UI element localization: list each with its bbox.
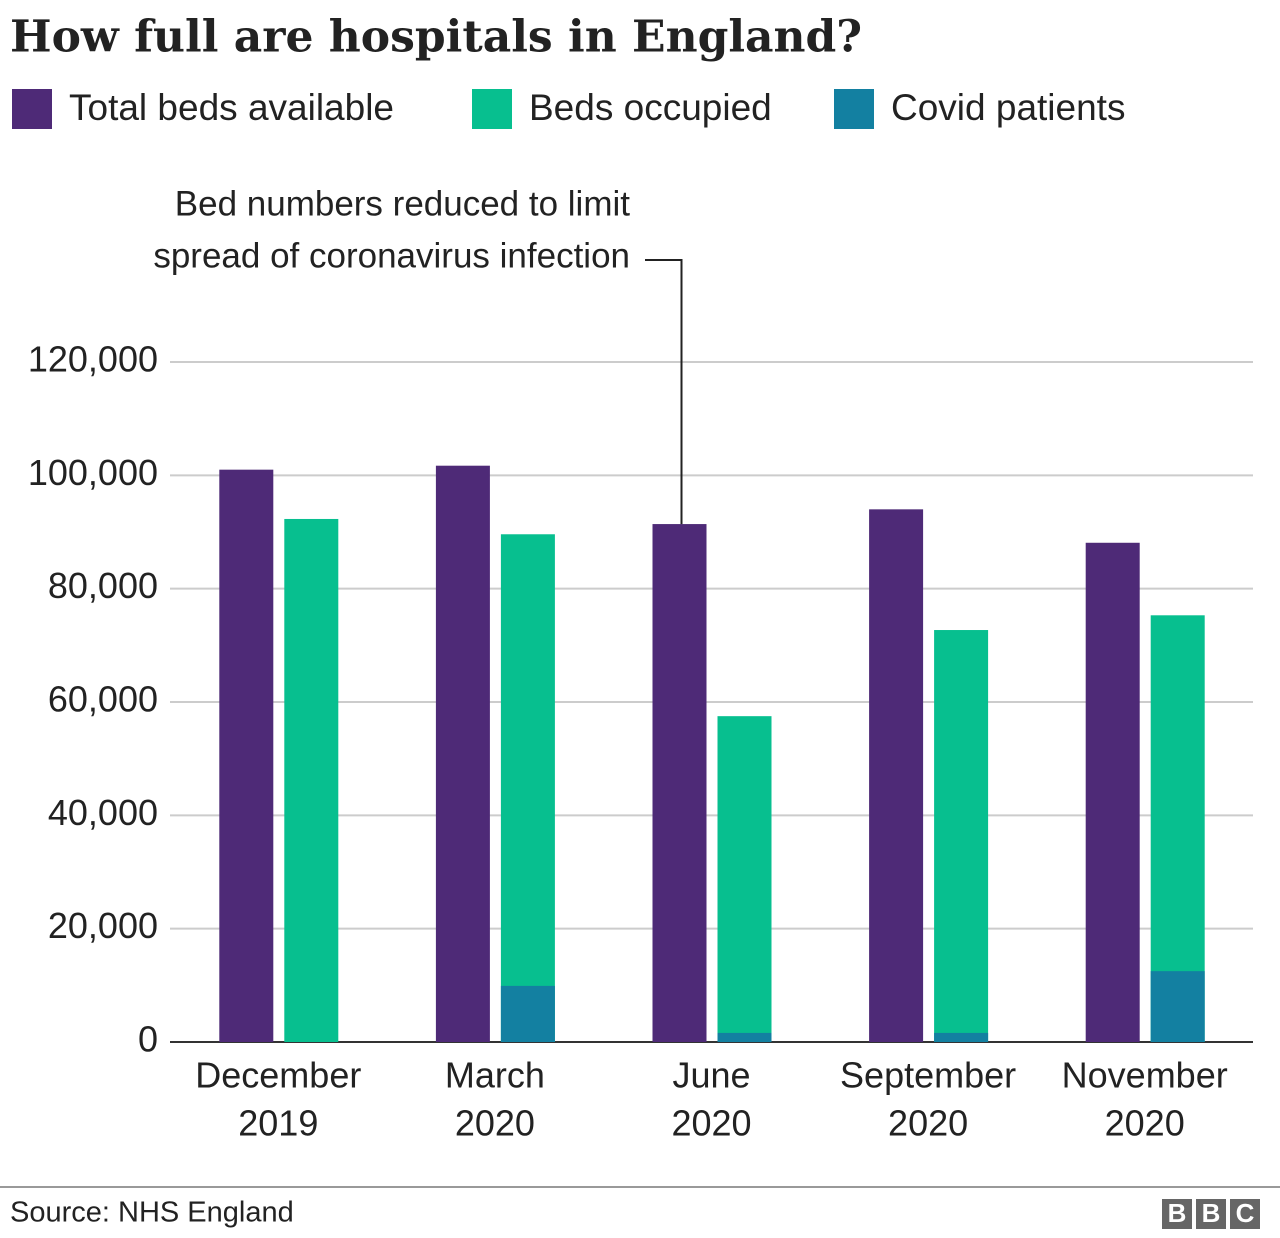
bar: [1085, 542, 1140, 1042]
bar: [652, 524, 707, 1042]
bar: [717, 716, 772, 1042]
y-tick-label: 120,000: [28, 339, 158, 380]
x-tick-label: 2020: [1105, 1103, 1185, 1144]
legend-label: Covid patients: [891, 87, 1125, 128]
bar: [1150, 971, 1205, 1042]
source: Source: NHS England: [10, 1197, 294, 1229]
logo-box: [1230, 1199, 1260, 1229]
x-tick-label: 2019: [238, 1103, 318, 1144]
y-tick-label: 100,000: [28, 452, 158, 493]
bar: [934, 630, 989, 1042]
logo-box: [1162, 1199, 1192, 1229]
legend-swatch: [472, 89, 512, 129]
x-tick-label: March: [445, 1055, 545, 1096]
x-tick-label: December: [195, 1055, 361, 1096]
bar: [219, 469, 274, 1043]
y-tick-label: 40,000: [48, 792, 158, 833]
bar: [435, 465, 490, 1042]
legend-swatch: [834, 89, 874, 129]
x-tick-label: 2020: [888, 1103, 968, 1144]
chart-title: How full are hospitals in England?: [10, 12, 862, 63]
bar: [934, 1032, 989, 1042]
bar: [500, 534, 555, 1042]
annotation: Bed numbers reduced to limit: [175, 184, 630, 223]
y-tick-label: 60,000: [48, 679, 158, 720]
legend-swatch: [12, 89, 52, 129]
logo-letter: B: [1168, 1198, 1187, 1228]
y-tick-label: 0: [138, 1019, 158, 1060]
legend-label: Beds occupied: [529, 87, 772, 128]
x-tick-label: June: [672, 1055, 750, 1096]
y-tick-label: 20,000: [48, 905, 158, 946]
annotation: spread of coronavirus infection: [153, 236, 630, 275]
logo-letter: C: [1236, 1198, 1255, 1228]
x-tick-label: 2020: [455, 1103, 535, 1144]
bar: [500, 985, 555, 1042]
bar: [869, 509, 924, 1042]
logo-box: [1196, 1199, 1226, 1229]
y-tick-label: 80,000: [48, 565, 158, 606]
bar: [284, 518, 339, 1042]
annotation-line: [645, 259, 683, 525]
x-tick-label: November: [1062, 1055, 1228, 1096]
bar: [717, 1032, 772, 1042]
x-tick-label: September: [840, 1055, 1016, 1096]
bar: [1150, 615, 1205, 1042]
logo-letter: B: [1202, 1198, 1221, 1228]
legend-label: Total beds available: [69, 87, 394, 128]
x-tick-label: 2020: [671, 1103, 751, 1144]
